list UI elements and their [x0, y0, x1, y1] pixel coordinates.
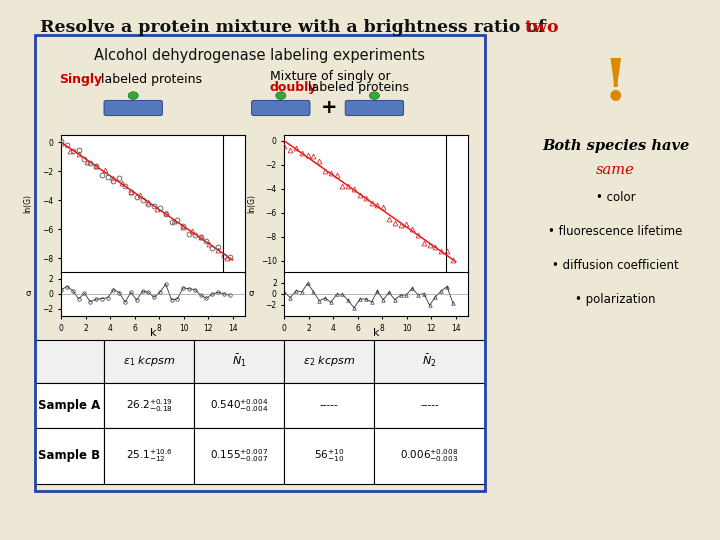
- Text: $25.1^{+10.6}_{-12}$: $25.1^{+10.6}_{-12}$: [126, 448, 173, 464]
- Bar: [374, 340, 485, 382]
- Text: two: two: [524, 19, 559, 36]
- Text: • color: • color: [595, 191, 636, 204]
- Text: Resolve a protein mixture with a brightness ratio of: Resolve a protein mixture with a brightn…: [40, 19, 551, 36]
- Text: $\varepsilon_1$ kcpsm: $\varepsilon_1$ kcpsm: [123, 354, 176, 368]
- Bar: [374, 428, 485, 484]
- Text: $0.006^{+0.008}_{-0.003}$: $0.006^{+0.008}_{-0.003}$: [400, 448, 459, 464]
- Text: Sample A: Sample A: [38, 399, 101, 411]
- Bar: [284, 428, 374, 484]
- Text: $0.540^{+0.004}_{-0.004}$: $0.540^{+0.004}_{-0.004}$: [210, 397, 269, 414]
- Text: -----: -----: [420, 400, 438, 410]
- Text: labeled proteins: labeled proteins: [97, 73, 202, 86]
- Text: same: same: [596, 163, 635, 177]
- Text: -----: -----: [320, 400, 338, 410]
- Text: $\bar{N}_1$: $\bar{N}_1$: [232, 353, 247, 369]
- Bar: [104, 428, 194, 484]
- Text: $56^{+10}_{-10}$: $56^{+10}_{-10}$: [314, 448, 344, 464]
- Text: Mixture of singly or: Mixture of singly or: [270, 70, 391, 83]
- Text: ln(G): ln(G): [247, 194, 256, 213]
- X-axis label: k: k: [373, 328, 379, 338]
- Text: • diffusion coefficient: • diffusion coefficient: [552, 259, 679, 272]
- Bar: [284, 382, 374, 428]
- X-axis label: k: k: [150, 328, 156, 338]
- Text: σ: σ: [248, 289, 254, 298]
- Bar: [35, 428, 104, 484]
- Text: $\varepsilon_2$ kcpsm: $\varepsilon_2$ kcpsm: [303, 354, 356, 368]
- Bar: [104, 382, 194, 428]
- Bar: [35, 340, 104, 382]
- Bar: [35, 382, 104, 428]
- Text: Singly: Singly: [59, 73, 102, 86]
- Bar: [194, 428, 284, 484]
- Text: σ: σ: [25, 289, 31, 298]
- Text: Both species have: Both species have: [542, 139, 689, 153]
- Text: $0.155^{+0.007}_{-0.007}$: $0.155^{+0.007}_{-0.007}$: [210, 448, 269, 464]
- Text: $26.2^{+0.19}_{-0.18}$: $26.2^{+0.19}_{-0.18}$: [126, 397, 173, 414]
- Bar: [284, 340, 374, 382]
- Bar: [374, 382, 485, 428]
- Text: +: +: [321, 98, 337, 117]
- Text: !: !: [603, 56, 629, 112]
- Text: ln(G): ln(G): [24, 194, 32, 213]
- Text: doubly: doubly: [270, 81, 318, 94]
- Bar: [104, 340, 194, 382]
- Text: • polarization: • polarization: [575, 293, 656, 306]
- Text: Sample B: Sample B: [38, 449, 101, 462]
- Text: labeled proteins: labeled proteins: [304, 81, 409, 94]
- Bar: [194, 382, 284, 428]
- Bar: [194, 340, 284, 382]
- Text: $\bar{N}_2$: $\bar{N}_2$: [422, 353, 437, 369]
- Text: • fluorescence lifetime: • fluorescence lifetime: [549, 225, 683, 238]
- Text: Alcohol dehydrogenase labeling experiments: Alcohol dehydrogenase labeling experimen…: [94, 48, 425, 63]
